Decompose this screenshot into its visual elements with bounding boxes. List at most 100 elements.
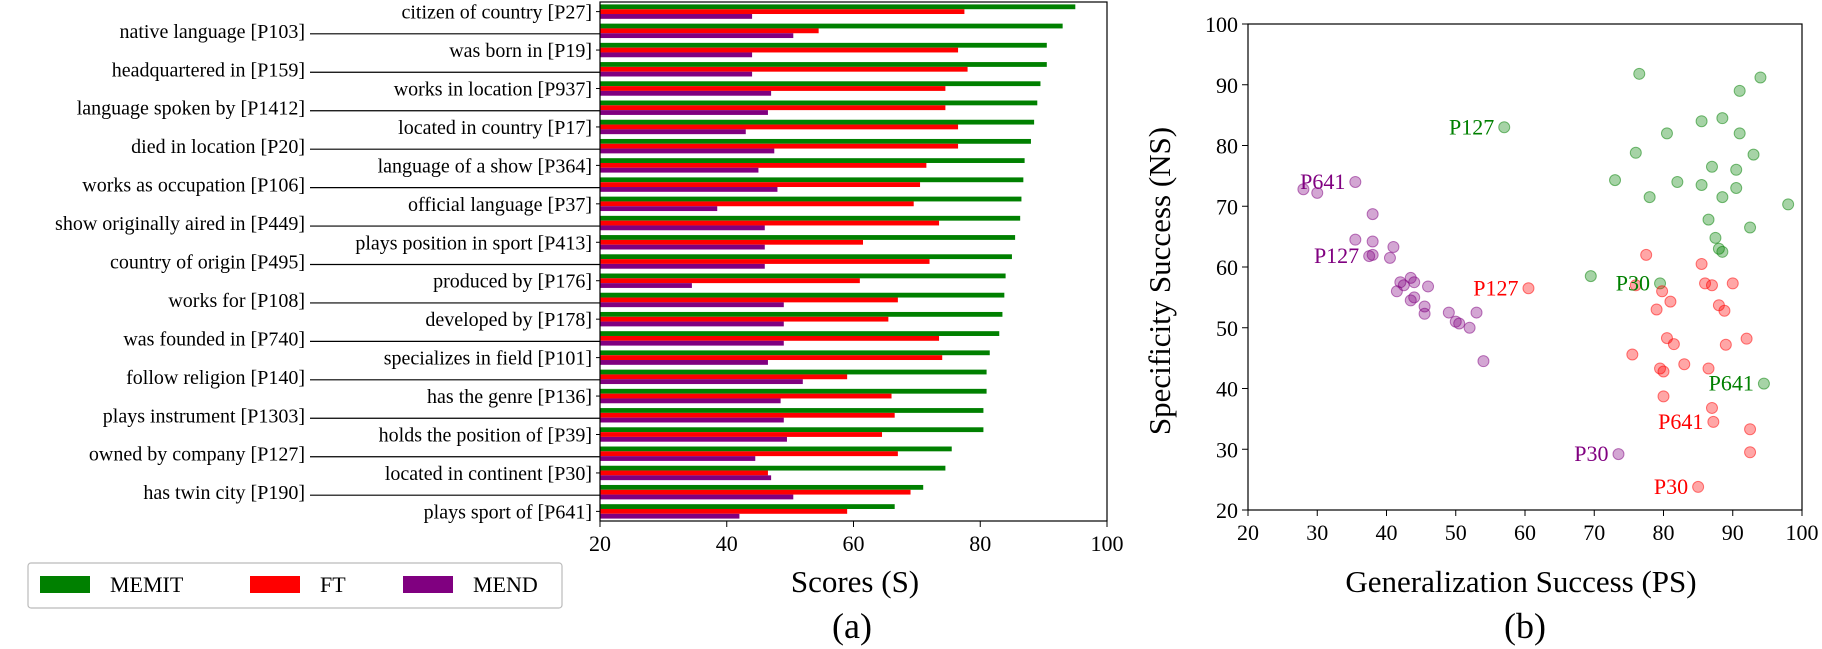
bar-ft [600, 9, 965, 15]
bar-mend [600, 206, 718, 212]
legend-swatch-mend [403, 576, 453, 593]
y-tick-label: 100 [1205, 12, 1238, 37]
point-memit [1733, 84, 1746, 97]
point-memit [1747, 148, 1760, 161]
bar-mend [600, 417, 784, 423]
y-tick-label: 70 [1216, 194, 1238, 219]
point-memit [1716, 191, 1729, 204]
bar-mend [600, 456, 756, 461]
point-mend [1404, 294, 1417, 307]
scatter-chart-panel-label: (b) [1504, 606, 1546, 646]
legend-label-mend: MEND [473, 572, 538, 597]
bar-ft [600, 143, 959, 149]
bar-ft [600, 239, 864, 245]
bar-mend [600, 14, 753, 19]
bar-mend [600, 71, 753, 77]
category-label: located in continent [P30] [385, 463, 592, 485]
point-mend [1463, 321, 1476, 334]
point-mend [1408, 276, 1421, 289]
bar-ft [600, 259, 930, 264]
bar-mend [600, 436, 787, 442]
point-ft [1667, 338, 1680, 351]
y-tick-label: 40 [1216, 377, 1238, 402]
bar-memit [600, 4, 1076, 10]
x-tick-label: 40 [716, 531, 738, 556]
point-memit [1629, 146, 1642, 159]
point-ft [1699, 277, 1712, 290]
point-memit [1730, 182, 1743, 195]
point-mend [1453, 317, 1466, 330]
bar-memit [600, 138, 1031, 144]
x-tick-label: 20 [1237, 520, 1259, 545]
bar-mend [600, 379, 803, 385]
bar-ft [600, 278, 860, 284]
bar-memit [600, 427, 984, 433]
point-mend [1363, 250, 1376, 263]
bar-mend [600, 494, 794, 500]
bar-mend [600, 187, 778, 192]
point-ft [1657, 390, 1670, 403]
bar-mend [600, 283, 692, 288]
point-ft [1719, 338, 1732, 351]
point-memit [1716, 245, 1729, 258]
point-ft [1626, 348, 1639, 361]
bar-ft [600, 316, 889, 322]
point-memit [1498, 121, 1511, 134]
point-annotation: P641 [1300, 169, 1345, 194]
point-annotation: P30 [1616, 270, 1650, 295]
bar-memit [600, 408, 984, 413]
point-annotation: P127 [1314, 243, 1359, 268]
bar-mend [600, 33, 794, 39]
category-label: follow religion [P140] [126, 367, 305, 389]
category-label: developed by [P178] [425, 309, 592, 331]
legend-swatch-memit [40, 576, 90, 593]
category-label: was born in [P19] [449, 40, 592, 62]
category-label: plays sport of [P641] [424, 501, 592, 523]
bar-mend [600, 225, 765, 231]
category-label: plays instrument [P1303] [103, 405, 305, 427]
bar-mend [600, 398, 781, 404]
point-memit [1695, 115, 1708, 128]
point-ft [1702, 362, 1715, 375]
scatter-chart-panel: 20 30 40 50 60 70 80 90 100 20 30 40 50 60 70 80 90 100 P… [1142, 12, 1819, 646]
legend-label-memit: MEMIT [110, 572, 184, 597]
bar-mend [600, 475, 772, 481]
y-tick-label: 20 [1216, 498, 1238, 523]
category-label: works in location [P937] [394, 79, 592, 101]
bar-mend [600, 263, 765, 269]
bar-ft [600, 355, 943, 361]
point-mend [1383, 251, 1396, 264]
point-memit [1730, 163, 1743, 176]
point-mend [1477, 355, 1490, 368]
point-memit [1633, 67, 1646, 80]
x-tick-label: 100 [1786, 520, 1819, 545]
category-label: show originally aired in [P449] [55, 213, 305, 235]
category-label: citizen of country [P27] [402, 2, 593, 24]
bar-ft [600, 201, 914, 207]
point-memit [1643, 191, 1656, 204]
bar-ft [600, 508, 848, 514]
bar-ft [600, 412, 895, 418]
x-tick-label: 30 [1306, 520, 1328, 545]
bar-memit [600, 23, 1063, 29]
bar-mend [600, 513, 740, 519]
bar-mend [600, 110, 768, 115]
scatter-chart-points [1297, 67, 1795, 493]
x-tick-label: 100 [1091, 531, 1124, 556]
bar-ft [600, 489, 911, 495]
point-mend [1311, 186, 1324, 199]
bar-ft [600, 162, 927, 168]
category-label: specializes in field [P101] [384, 348, 592, 370]
point-mend [1387, 240, 1400, 253]
bar-mend [600, 90, 772, 96]
x-tick-label: 60 [843, 531, 865, 556]
point-ft [1740, 332, 1753, 345]
point-ft [1678, 358, 1691, 371]
point-annotation: P30 [1654, 474, 1688, 499]
legend-label-ft: FT [320, 572, 346, 597]
bar-mend [600, 321, 784, 327]
legend-swatch-ft [250, 576, 300, 593]
bar-ft [600, 124, 959, 130]
bar-mend [600, 244, 765, 250]
